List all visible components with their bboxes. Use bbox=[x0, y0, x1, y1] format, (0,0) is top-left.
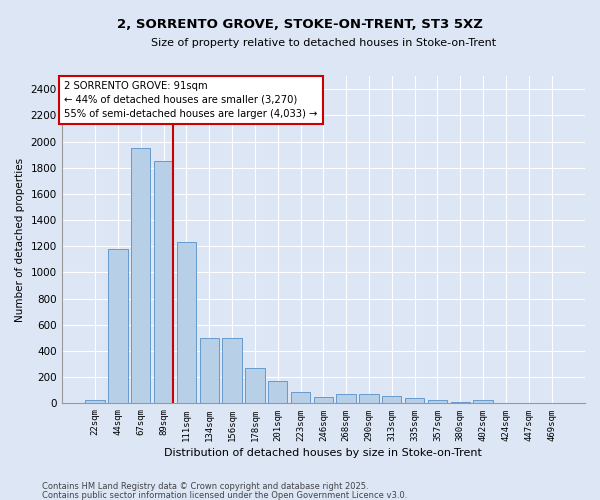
X-axis label: Distribution of detached houses by size in Stoke-on-Trent: Distribution of detached houses by size … bbox=[164, 448, 482, 458]
Bar bbox=[223, 338, 242, 404]
Bar bbox=[519, 403, 538, 404]
Text: Contains HM Land Registry data © Crown copyright and database right 2025.: Contains HM Land Registry data © Crown c… bbox=[42, 482, 368, 491]
Bar bbox=[542, 403, 561, 404]
Bar bbox=[337, 394, 356, 404]
Title: Size of property relative to detached houses in Stoke-on-Trent: Size of property relative to detached ho… bbox=[151, 38, 496, 48]
Text: Contains public sector information licensed under the Open Government Licence v3: Contains public sector information licen… bbox=[42, 490, 407, 500]
Bar bbox=[200, 338, 219, 404]
Y-axis label: Number of detached properties: Number of detached properties bbox=[15, 158, 25, 322]
Bar bbox=[268, 381, 287, 404]
Bar bbox=[451, 402, 470, 404]
Bar bbox=[291, 392, 310, 404]
Text: 2, SORRENTO GROVE, STOKE-ON-TRENT, ST3 5XZ: 2, SORRENTO GROVE, STOKE-ON-TRENT, ST3 5… bbox=[117, 18, 483, 30]
Bar bbox=[473, 400, 493, 404]
Bar bbox=[405, 398, 424, 404]
Text: 2 SORRENTO GROVE: 91sqm
← 44% of detached houses are smaller (3,270)
55% of semi: 2 SORRENTO GROVE: 91sqm ← 44% of detache… bbox=[64, 81, 317, 119]
Bar bbox=[108, 249, 128, 404]
Bar bbox=[154, 161, 173, 404]
Bar bbox=[177, 242, 196, 404]
Bar bbox=[428, 400, 447, 404]
Bar bbox=[359, 394, 379, 404]
Bar bbox=[85, 400, 105, 404]
Bar bbox=[314, 397, 333, 404]
Bar bbox=[245, 368, 265, 404]
Bar bbox=[131, 148, 151, 404]
Bar bbox=[382, 396, 401, 404]
Bar bbox=[496, 403, 515, 404]
